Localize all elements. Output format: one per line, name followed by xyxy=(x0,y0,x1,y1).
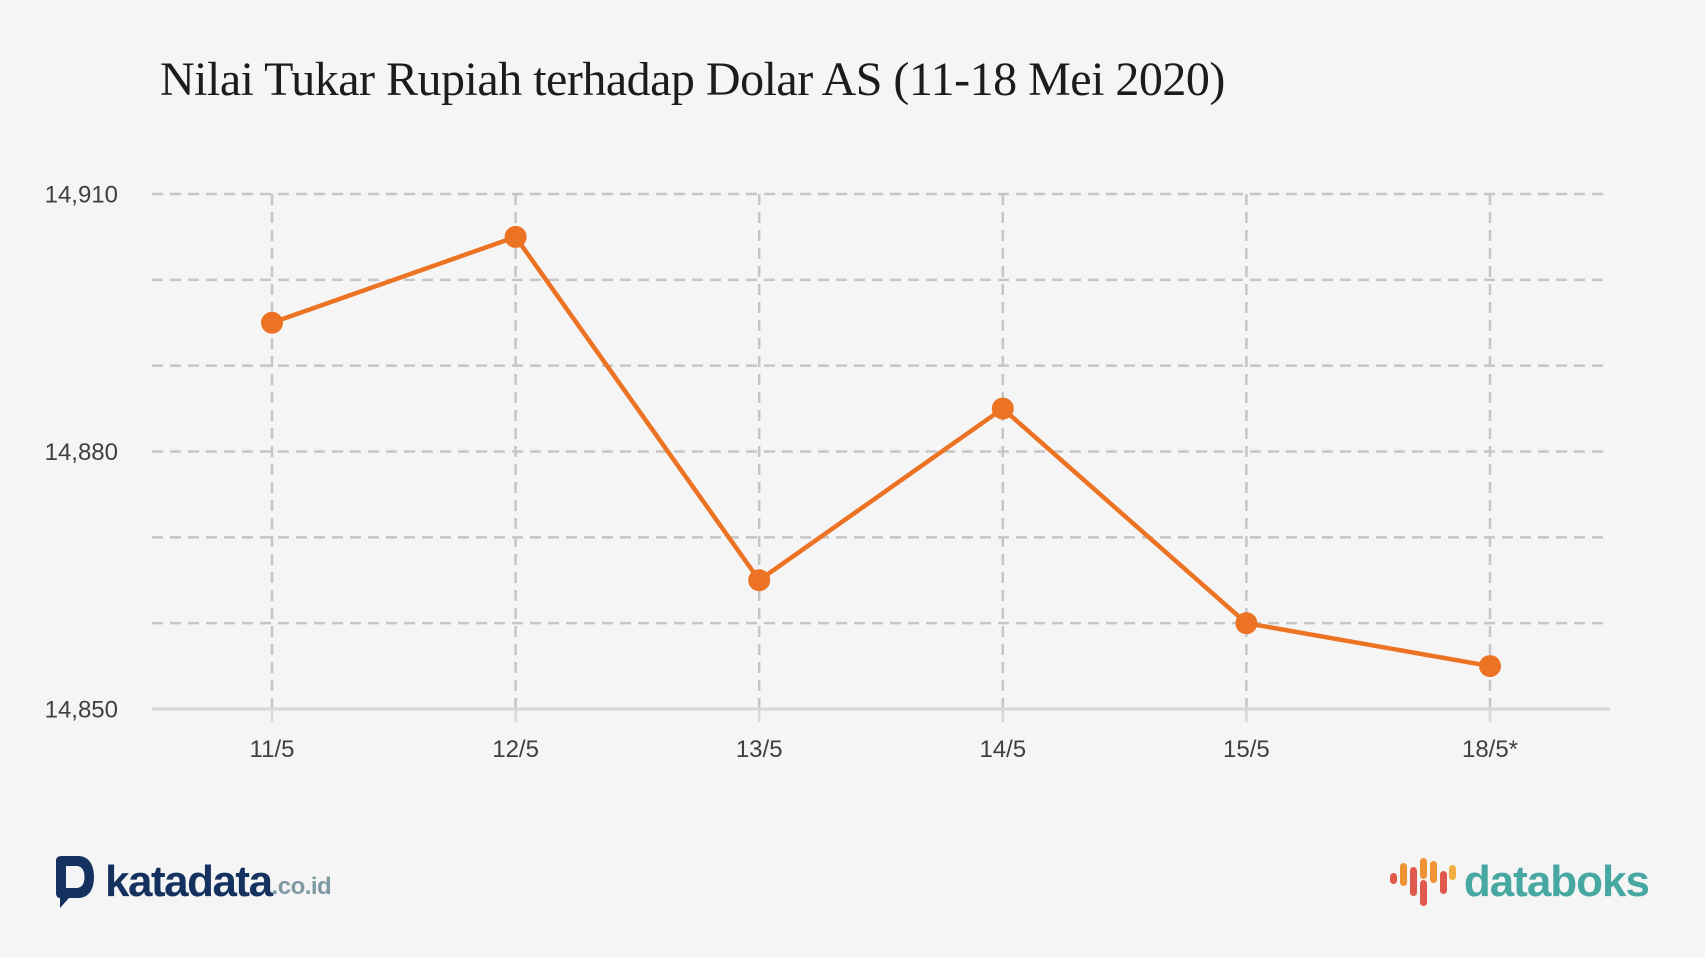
databoks-brand-text: databoks xyxy=(1463,857,1650,906)
databoks-bars-icon xyxy=(1389,858,1456,906)
data-point xyxy=(748,569,771,592)
x-tick-label: 12/5 xyxy=(492,736,539,763)
data-point xyxy=(1235,612,1258,635)
series-line xyxy=(271,234,1491,669)
chart-title: Nilai Tukar Rupiah terhadap Dolar AS (11… xyxy=(160,53,1225,106)
data-point xyxy=(991,397,1014,420)
x-tick-label: 13/5 xyxy=(736,736,783,763)
katadata-suffix-text: .co.id xyxy=(271,873,332,900)
data-point xyxy=(504,225,527,248)
y-tick-label: 14,880 xyxy=(45,439,118,466)
y-tick-label: 14,910 xyxy=(45,182,118,209)
katadata-brand-text: katadata xyxy=(105,857,273,906)
data-point xyxy=(1479,655,1501,678)
x-tick-label: 11/5 xyxy=(250,736,295,763)
y-tick-label: 14,850 xyxy=(45,697,118,724)
data-point xyxy=(261,311,283,334)
x-tick-label: 18/5* xyxy=(1462,736,1518,763)
databoks-logo: databoks xyxy=(1389,854,1650,910)
x-tick-label: 15/5 xyxy=(1223,736,1270,763)
x-tick-label: 14/5 xyxy=(979,736,1026,763)
katadata-logo: katadata .co.id xyxy=(56,856,332,908)
katadata-d-icon xyxy=(56,856,94,908)
